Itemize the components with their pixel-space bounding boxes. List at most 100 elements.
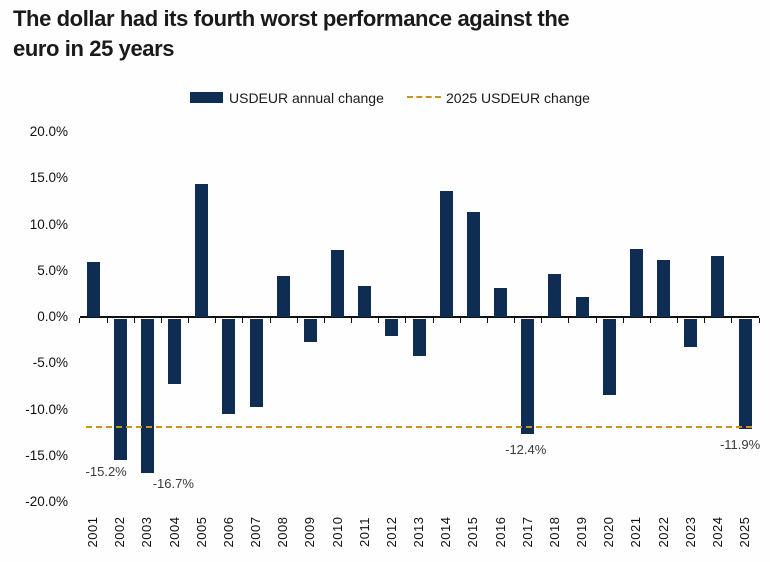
bar-2014 xyxy=(439,191,453,317)
axis-tick-mark xyxy=(514,318,516,323)
axis-tick-mark xyxy=(541,318,543,323)
x-axis-label-2013: 2013 xyxy=(411,516,427,548)
axis-tick-mark xyxy=(704,318,706,323)
y-axis-tick-label: -5.0% xyxy=(32,355,68,371)
y-axis-tick-label: 20.0% xyxy=(29,124,68,139)
axis-tick-mark xyxy=(405,318,407,323)
axis-tick-mark xyxy=(568,318,570,323)
bar-2003 xyxy=(140,319,154,474)
bar-2011 xyxy=(358,286,372,317)
axis-tick-mark xyxy=(269,318,271,323)
bar-2002 xyxy=(113,319,127,460)
bar-2013 xyxy=(412,319,426,356)
legend-dashed-line-swatch xyxy=(407,96,441,98)
y-axis-tick-label: 0.0% xyxy=(37,309,68,324)
axis-tick-mark xyxy=(649,318,651,323)
bar-2023 xyxy=(684,319,698,347)
axis-tick-mark xyxy=(731,318,733,323)
legend-dashed-line-label: 2025 USDEUR change xyxy=(446,90,590,106)
axis-tick-mark xyxy=(486,318,488,323)
bar-2025 xyxy=(738,319,752,430)
chart-title-line1: The dollar had its fourth worst performa… xyxy=(13,6,570,31)
axis-tick-mark xyxy=(133,318,135,323)
bar-2020 xyxy=(602,319,616,395)
y-axis-tick-label: -10.0% xyxy=(25,401,68,417)
x-axis-label-2009: 2009 xyxy=(302,516,318,548)
bar-2007 xyxy=(249,319,263,407)
axis-tick-mark xyxy=(160,318,162,323)
x-axis-label-2023: 2023 xyxy=(682,516,698,548)
x-axis-label-2015: 2015 xyxy=(465,516,481,548)
legend-bar-swatch xyxy=(190,92,223,103)
axis-tick-mark xyxy=(215,318,217,323)
bar-2006 xyxy=(222,319,236,415)
y-axis-tick-label: 5.0% xyxy=(37,262,68,278)
axis-tick-mark xyxy=(378,318,380,323)
axis-tick-mark xyxy=(622,318,624,323)
bar-2015 xyxy=(466,211,480,317)
x-axis-label-2022: 2022 xyxy=(655,516,671,548)
y-axis-tick-label: -15.0% xyxy=(25,447,68,463)
bar-2016 xyxy=(494,288,508,317)
x-axis-label-2001: 2001 xyxy=(85,516,100,548)
y-axis-tick-label: 15.0% xyxy=(29,170,68,186)
x-axis-line xyxy=(80,316,759,318)
x-axis-label-2018: 2018 xyxy=(546,516,562,548)
chart-title-line2: euro in 25 years xyxy=(13,36,175,61)
x-axis-label-2019: 2019 xyxy=(574,516,590,548)
bar-2022 xyxy=(657,259,671,317)
legend-bar-label: USDEUR annual change xyxy=(229,90,384,106)
chart-title: The dollar had its fourth worst performa… xyxy=(13,4,753,64)
bar-value-label-2003: -16.7% xyxy=(152,476,194,492)
x-axis-label-2010: 2010 xyxy=(329,516,345,548)
axis-tick-mark xyxy=(106,318,108,323)
bar-2021 xyxy=(629,248,643,317)
axis-tick-mark xyxy=(79,318,81,323)
x-axis-label-2003: 2003 xyxy=(139,516,155,548)
x-axis-label-2020: 2020 xyxy=(601,516,617,548)
x-axis-label-2008: 2008 xyxy=(275,516,291,548)
bar-2019 xyxy=(575,296,589,317)
x-axis-label-2011: 2011 xyxy=(356,517,372,547)
axis-tick-mark xyxy=(296,318,298,323)
bar-2024 xyxy=(711,255,725,317)
axis-tick-mark xyxy=(242,318,244,323)
x-axis-label-2016: 2016 xyxy=(492,516,508,548)
bar-2005 xyxy=(195,183,209,317)
bar-2008 xyxy=(276,276,290,317)
reference-line-2025 xyxy=(86,426,752,429)
axis-tick-mark xyxy=(459,318,461,323)
x-axis-label-2012: 2012 xyxy=(383,516,399,548)
bar-value-label-2002: -15.2% xyxy=(85,463,127,479)
bar-value-label-2025: -11.9% xyxy=(719,437,761,453)
bar-2017 xyxy=(521,319,535,434)
x-axis-label-2025: 2025 xyxy=(737,516,753,548)
axis-tick-mark xyxy=(351,318,353,323)
bar-2001 xyxy=(86,261,100,317)
x-axis-label-2002: 2002 xyxy=(112,516,128,548)
axis-tick-mark xyxy=(758,318,760,323)
x-axis-label-2021: 2021 xyxy=(628,516,644,548)
axis-tick-mark xyxy=(323,318,325,323)
y-axis-tick-label: 10.0% xyxy=(29,216,68,232)
bar-2010 xyxy=(331,250,345,317)
x-axis-label-2004: 2004 xyxy=(166,516,182,548)
bar-2004 xyxy=(168,319,181,384)
x-axis-label-2007: 2007 xyxy=(248,516,264,548)
axis-tick-mark xyxy=(188,318,190,323)
x-axis-label-2024: 2024 xyxy=(709,516,725,548)
x-axis-label-2006: 2006 xyxy=(220,516,236,548)
bar-2012 xyxy=(385,319,399,336)
bar-2009 xyxy=(303,319,317,343)
x-axis-label-2017: 2017 xyxy=(519,516,535,548)
axis-tick-mark xyxy=(677,318,679,323)
x-axis-label-2005: 2005 xyxy=(193,516,209,548)
axis-tick-mark xyxy=(432,318,434,323)
y-axis-tick-label: -20.0% xyxy=(25,494,68,509)
bar-value-label-2017: -12.4% xyxy=(505,441,547,457)
x-axis-label-2014: 2014 xyxy=(438,516,454,548)
bar-2018 xyxy=(548,273,562,317)
axis-tick-mark xyxy=(595,318,597,323)
